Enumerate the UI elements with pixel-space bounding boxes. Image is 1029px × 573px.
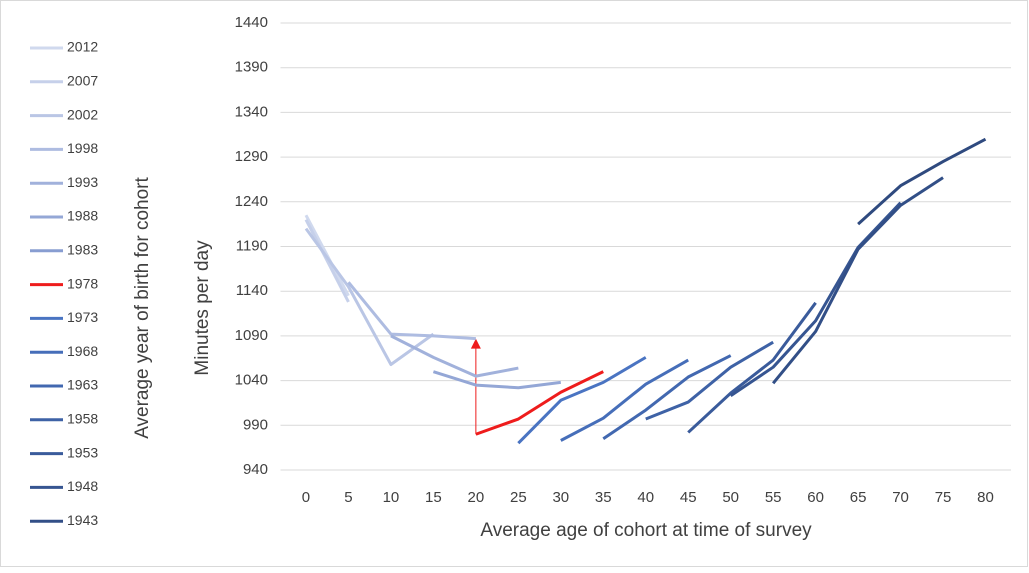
legend-label: 1988 (67, 208, 98, 224)
legend-label: 1958 (67, 411, 98, 427)
x-tick-label: 35 (595, 489, 612, 506)
y-tick-label: 1190 (236, 237, 268, 254)
legend-label: 1953 (67, 444, 98, 460)
legend-label: 1963 (67, 377, 98, 393)
y-tick-label: 1290 (235, 148, 268, 165)
y-axis-title: Minutes per day (192, 240, 213, 376)
legend-label: 2012 (67, 39, 98, 55)
legend-label: 1973 (67, 309, 98, 325)
x-tick-label: 30 (552, 489, 569, 506)
series-line (347, 281, 476, 341)
legend-label: 1993 (67, 174, 98, 190)
y-tick-label: 1390 (235, 59, 268, 76)
legend-label: 1983 (67, 242, 98, 258)
x-tick-label: 75 (935, 489, 952, 506)
x-tick-label: 40 (637, 489, 654, 506)
legend-label: 1968 (67, 343, 98, 359)
arrow-head (470, 338, 481, 349)
series-line (687, 301, 817, 434)
series-line (560, 358, 689, 442)
y-tick-label: 990 (243, 416, 268, 433)
series-line (432, 370, 561, 390)
series-line (857, 137, 987, 226)
series-line (390, 334, 519, 378)
legend-label: 2007 (67, 73, 98, 89)
x-axis-title: Average age of cohort at time of survey (480, 520, 812, 541)
legend-label: 1978 (67, 275, 98, 291)
x-tick-label: 20 (468, 489, 485, 506)
legend-title: Average year of birth for cohort (132, 177, 153, 439)
y-tick-label: 1140 (236, 282, 268, 299)
y-tick-label: 1040 (235, 372, 268, 389)
series-line (304, 218, 350, 303)
legend-label: 2002 (67, 106, 98, 122)
y-tick-label: 1240 (235, 193, 268, 210)
x-tick-label: 80 (977, 489, 994, 506)
x-tick-label: 45 (680, 489, 697, 506)
x-tick-label: 25 (510, 489, 527, 506)
legend-label: 1943 (67, 512, 98, 528)
y-tick-label: 1090 (235, 327, 268, 344)
x-tick-label: 0 (302, 489, 310, 506)
x-tick-label: 55 (765, 489, 782, 506)
legend-label: 1948 (67, 478, 98, 494)
x-tick-label: 10 (383, 489, 400, 506)
legend-label: 1998 (67, 140, 98, 156)
y-tick-label: 1340 (235, 103, 268, 120)
series-line (772, 176, 944, 385)
series-line (517, 356, 647, 445)
x-tick-label: 70 (892, 489, 909, 506)
x-tick-label: 50 (722, 489, 739, 506)
y-tick-label: 1440 (235, 14, 268, 31)
x-tick-label: 65 (850, 489, 867, 506)
series-line (475, 370, 604, 436)
series-line (645, 340, 774, 421)
series-line (304, 227, 435, 367)
x-tick-label: 60 (807, 489, 824, 506)
x-tick-label: 15 (425, 489, 442, 506)
x-tick-label: 5 (344, 489, 352, 506)
series-line (602, 354, 732, 440)
y-tick-label: 940 (243, 461, 268, 478)
